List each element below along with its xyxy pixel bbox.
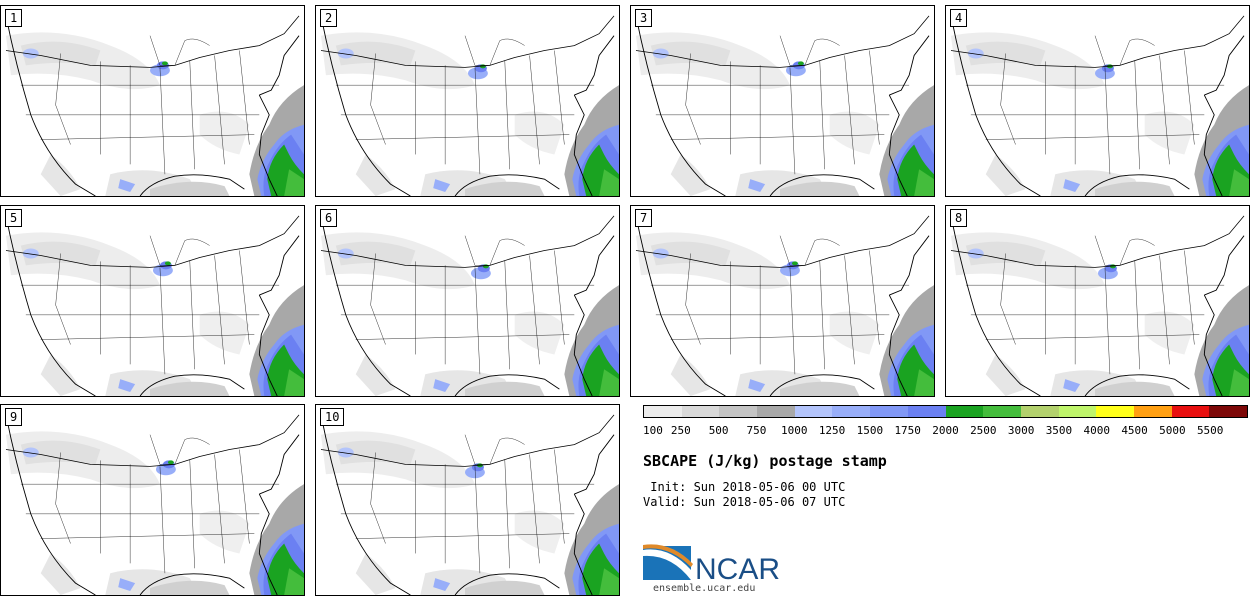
colorbar-tick-label: 5000 bbox=[1159, 424, 1186, 437]
colorbar-segment bbox=[1133, 406, 1172, 417]
member-map-panel: 9 bbox=[0, 404, 305, 596]
colorbar-tick-label: 1750 bbox=[894, 424, 921, 437]
colorbar-tick-label: 750 bbox=[746, 424, 767, 437]
colorbar-tick-label: 2000 bbox=[932, 424, 959, 437]
colorbar-segment bbox=[644, 406, 682, 417]
member-map-panel: 5 bbox=[0, 205, 305, 397]
member-number-label: 8 bbox=[950, 209, 968, 227]
colorbar-segment bbox=[1209, 406, 1247, 417]
colorbar-tick-label: 500 bbox=[708, 424, 729, 437]
colorbar-segment bbox=[1058, 406, 1097, 417]
member-map-panel: 1 bbox=[0, 5, 305, 197]
member-map-panel: 10 bbox=[315, 404, 620, 596]
ncar-logo: NCAR bbox=[643, 542, 793, 586]
colorbar-tick-label: 100 bbox=[643, 424, 663, 437]
colorbar-segment bbox=[907, 406, 946, 417]
valid-time: Valid: Sun 2018-05-06 07 UTC bbox=[643, 495, 846, 509]
member-number-label: 5 bbox=[5, 209, 23, 227]
colorbar-tick-label: 1250 bbox=[818, 424, 846, 437]
member-map-panel: 2 bbox=[315, 5, 620, 197]
colorbar-tick-label: 3000 bbox=[1007, 424, 1035, 437]
member-number-label: 3 bbox=[635, 9, 653, 27]
colorbar-segment bbox=[945, 406, 984, 417]
member-number-label: 9 bbox=[5, 408, 23, 426]
member-number-label: 2 bbox=[320, 9, 338, 27]
colorbar-tick-label: 1500 bbox=[856, 424, 884, 437]
colorbar-tick-label: 4000 bbox=[1083, 424, 1111, 437]
plot-title: SBCAPE (J/kg) postage stamp bbox=[643, 452, 887, 470]
member-number-label: 4 bbox=[950, 9, 968, 27]
member-number-label: 1 bbox=[5, 9, 23, 27]
sbcape-colorbar bbox=[643, 405, 1248, 418]
colorbar-segment bbox=[1171, 406, 1210, 417]
colorbar-tick-label: 5500 bbox=[1196, 424, 1224, 437]
colorbar-segment bbox=[757, 406, 795, 417]
member-number-label: 10 bbox=[320, 408, 345, 426]
member-map-panel: 4 bbox=[945, 5, 1250, 197]
colorbar-segment bbox=[870, 406, 908, 417]
colorbar-segment bbox=[1096, 406, 1134, 417]
member-map-panel: 6 bbox=[315, 205, 620, 397]
colorbar-segment bbox=[983, 406, 1021, 417]
colorbar-segment bbox=[681, 406, 720, 417]
colorbar-ticks: 100 250 500 750 1000 1250 1500 1750 2000 2500 3000… bbox=[643, 424, 1248, 438]
colorbar-tick-label: 250 bbox=[670, 424, 691, 437]
colorbar-segment bbox=[832, 406, 871, 417]
member-map-panel: 7 bbox=[630, 205, 935, 397]
colorbar-tick-label: 3500 bbox=[1045, 424, 1073, 437]
member-map-panel: 3 bbox=[630, 5, 935, 197]
colorbar-segment bbox=[719, 406, 758, 417]
init-time: Init: Sun 2018-05-06 00 UTC bbox=[643, 480, 846, 494]
colorbar-segment bbox=[794, 406, 833, 417]
colorbar-tick-label: 1000 bbox=[781, 424, 808, 437]
member-number-label: 6 bbox=[320, 209, 338, 227]
website-url: ensemble.ucar.edu bbox=[653, 583, 756, 594]
colorbar-segment bbox=[1020, 406, 1059, 417]
logo-text: NCAR bbox=[695, 553, 780, 582]
member-number-label: 7 bbox=[635, 209, 653, 227]
colorbar-tick-label: 2500 bbox=[970, 424, 997, 437]
member-map-panel: 8 bbox=[945, 205, 1250, 397]
colorbar-tick-label: 4500 bbox=[1121, 424, 1148, 437]
